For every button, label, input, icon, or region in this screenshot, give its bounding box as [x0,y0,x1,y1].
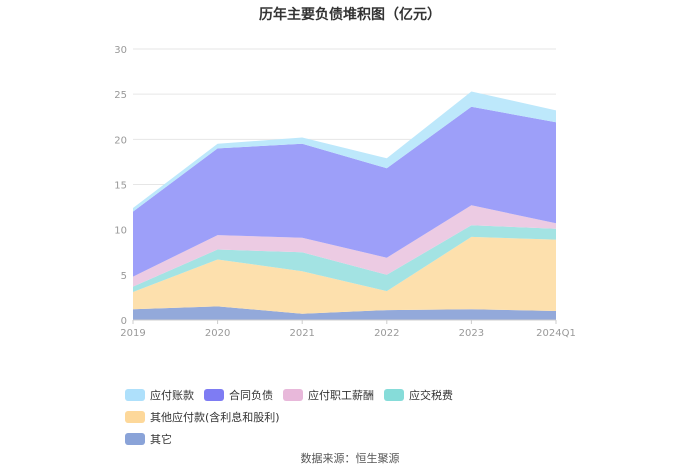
legend-swatch [204,389,224,401]
legend: 应付账款 合同负债 应付职工薪酬 应交税费其他应付款(含利息和股利) 其它 [125,388,595,454]
legend-swatch [125,389,145,401]
area-series-合同负债 [133,106,556,277]
y-tick-label: 5 [121,271,127,282]
x-tick-label: 2021 [289,328,314,339]
y-tick-label: 30 [114,45,127,56]
area-series-应付职工薪酬 [133,205,556,287]
y-tick-label: 25 [114,90,127,101]
legend-item[interactable]: 其他应付款(含利息和股利) [125,410,280,424]
legend-label: 其他应付款(含利息和股利) [150,411,280,424]
axes: 0 5 10 15 20 25 30 2019 2020 2021 2022 2023 2024Q1 [114,45,576,339]
data-source: 数据来源：恒生聚源 [300,452,400,465]
legend-item[interactable]: 应付账款 [125,388,194,402]
y-tick-label: 15 [114,181,127,192]
legend-label: 应付账款 [150,389,194,402]
legend-label: 应付职工薪酬 [308,389,374,402]
legend-swatch [283,389,303,401]
x-tick-label: 2024Q1 [536,328,576,339]
legend-label: 应交税费 [409,389,453,402]
legend-item[interactable]: 应交税费 [384,388,453,402]
legend-swatch [125,411,145,423]
area-series-应付账款 [133,91,556,212]
area-series-其它 [133,306,556,320]
legend-label: 其它 [150,433,172,446]
x-tick-label: 2019 [120,328,145,339]
legend-swatch [384,389,404,401]
x-tick-label: 2022 [374,328,399,339]
legend-item[interactable]: 合同负债 [204,388,273,402]
y-tick-label: 0 [121,316,127,327]
chart-title: 历年主要负债堆积图（亿元） [259,7,441,23]
x-tick-label: 2023 [459,328,484,339]
y-tick-label: 10 [114,226,127,237]
legend-row-1: 应付账款 合同负债 应付职工薪酬 应交税费其他应付款(含利息和股利) [125,388,595,432]
area-series [133,91,556,320]
legend-item[interactable]: 其它 [125,432,172,446]
legend-item[interactable]: 应付职工薪酬 [283,388,374,402]
y-tick-label: 20 [114,135,127,146]
area-series-应交税费 [133,225,556,292]
legend-label: 合同负债 [229,389,273,402]
stacked-area-chart: 0 5 10 15 20 25 30 2019 2020 2021 2022 2023 2024Q1 [114,45,576,339]
x-tick-label: 2020 [205,328,230,339]
legend-swatch [125,433,145,445]
area-series-其他应付款(含利息和股利) [133,236,556,314]
legend-row-2: 其它 [125,432,595,454]
